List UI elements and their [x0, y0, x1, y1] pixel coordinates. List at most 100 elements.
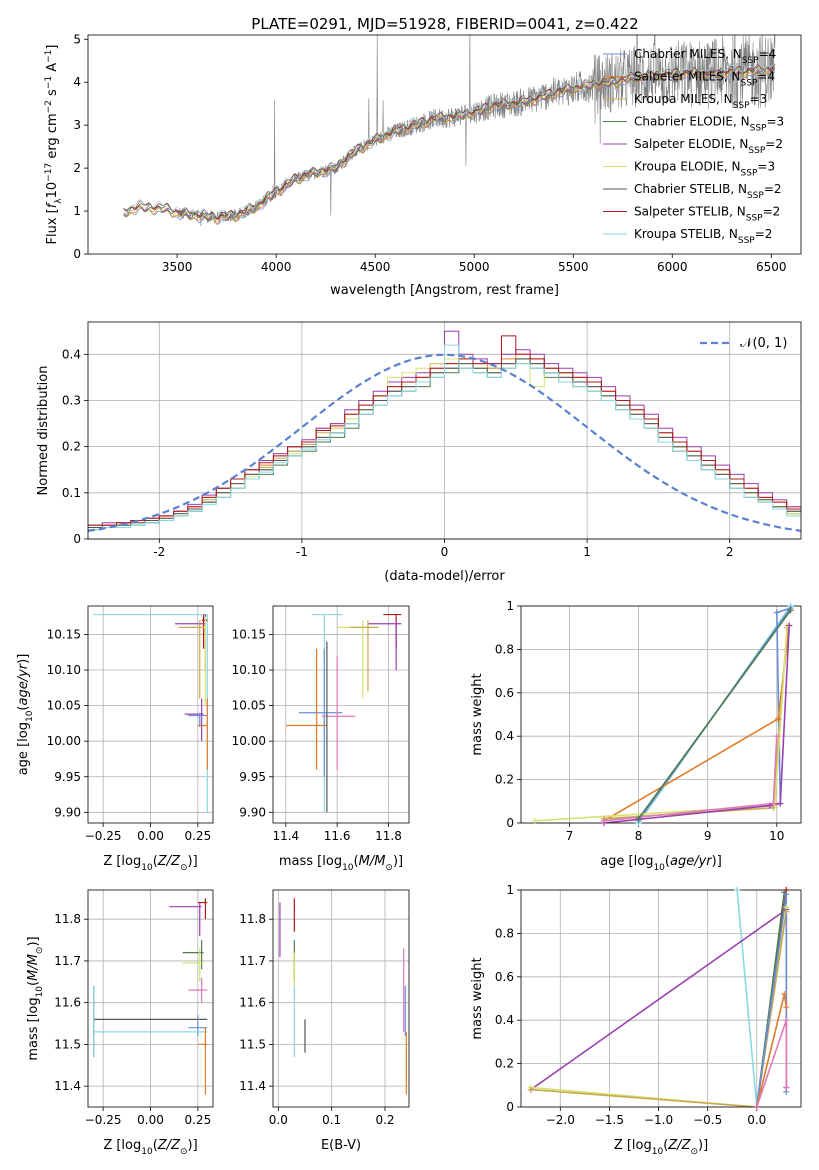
- x-tick-label: 0.00: [137, 829, 164, 843]
- label-part: 10: [45, 182, 60, 199]
- axes-frame: [272, 889, 410, 1108]
- x-tick-label: 0.1: [322, 1113, 341, 1127]
- x-tick-label: 0.00: [137, 1113, 164, 1127]
- label-part: age [log: [600, 854, 653, 869]
- y-tick-label: 10.10: [47, 663, 81, 677]
- weight-marker: [600, 817, 607, 824]
- y-tick-label: 10.15: [47, 627, 81, 641]
- legend-entry: Salpeter STELIB, NSSP=2: [634, 205, 780, 224]
- label-part: 10: [342, 863, 354, 873]
- x-axis-label: E(B-V): [321, 1138, 361, 1153]
- label-part: =2: [765, 137, 783, 151]
- x-axis-label: Z [log10(Z/Z⊙)]: [103, 854, 197, 873]
- weight-marker: [770, 800, 777, 807]
- chart-weight-vs-Z: −2.0 −1.5 −1.0 −0.5 0.0 0 0.2 0.4 0.6 0.8 1 Z [log1…: [470, 883, 802, 1157]
- label-part: Z/Z: [667, 1138, 691, 1153]
- label-part: SSP: [747, 191, 764, 201]
- label-part: mass weight: [470, 957, 485, 1039]
- plot-area: [530, 890, 788, 1107]
- weight-marker: [783, 891, 790, 898]
- x-tick-label: 9: [704, 829, 712, 843]
- x-tick-label: 11.8: [375, 829, 402, 843]
- y-tick-label: 0.2: [62, 440, 81, 454]
- label-part: SSP: [746, 214, 763, 224]
- x-tick-label: 6000: [657, 260, 688, 274]
- x-tick-label: 11.4: [272, 829, 299, 843]
- y-tick-label: 11.7: [239, 954, 266, 968]
- axes-frame: [87, 889, 214, 1108]
- label-part: ⊙: [35, 947, 45, 955]
- y-tick-label: 11.6: [239, 996, 266, 1010]
- label-part: age [log: [16, 722, 31, 775]
- x-axis-label: age [log10(age/yr)]: [600, 854, 722, 873]
- label-part: M/M: [359, 854, 386, 869]
- x-tick-label: −0.5: [693, 1113, 722, 1127]
- x-tick-label: −1.0: [644, 1113, 673, 1127]
- x-tick-label: 10: [769, 829, 784, 843]
- y-tick-label: 0.8: [495, 642, 514, 656]
- label-part: wavelength [Angstrom, rest frame]: [330, 283, 559, 298]
- axes-frame: [87, 605, 214, 824]
- label-part: −2: [44, 100, 54, 113]
- label-part: )]: [188, 1138, 198, 1153]
- weight-line: [637, 609, 792, 820]
- label-part: )]: [393, 854, 403, 869]
- plot-area: [534, 606, 793, 823]
- label-part: )]: [26, 936, 41, 946]
- label-part: s: [45, 89, 60, 100]
- legend-entry: Kroupa ELODIE, NSSP=3: [634, 160, 775, 179]
- label-part: )]: [698, 1138, 708, 1153]
- label-part: (: [665, 854, 670, 869]
- y-tick-label: 4: [73, 75, 81, 89]
- y-tick-label: 11.8: [239, 912, 266, 926]
- y-tick-label: 0: [506, 816, 514, 830]
- y-tick-label: 11.8: [54, 912, 81, 926]
- legend-entry: Chabrier MILES, NSSP=4: [634, 47, 776, 66]
- x-tick-label: 4500: [360, 260, 391, 274]
- label-part: 10: [141, 863, 153, 873]
- label-part: mass [log: [279, 854, 342, 869]
- y-axis-label: Normed distribution: [36, 366, 51, 496]
- label-part: 10: [25, 710, 35, 722]
- y-tick-label: 10.05: [47, 699, 81, 713]
- x-tick-label: 8: [635, 829, 643, 843]
- x-tick-label: 5500: [558, 260, 589, 274]
- label-part: Z [log: [103, 854, 141, 869]
- axes-frame: [87, 34, 802, 255]
- plot-area: [93, 613, 208, 813]
- label-part: =3: [766, 115, 784, 129]
- legend-entry: Salpeter ELODIE, NSSP=2: [634, 137, 783, 156]
- legend-entry: Salpeter MILES, NSSP=4: [634, 70, 775, 89]
- weight-marker: [531, 817, 538, 824]
- x-tick-label: −0.25: [85, 829, 122, 843]
- chart-residuals: -2 -1 0 1 2 0 0.1 0.2 0.3 0.4 𝒩(0, 1) (data-model)/…: [36, 321, 802, 584]
- weight-line: [603, 625, 790, 822]
- y-tick-label: 0: [506, 1100, 514, 1114]
- weight-marker: [777, 800, 784, 807]
- weight-marker: [783, 908, 790, 915]
- chart-spectrum: 3500 4000 4500 5000 5500 6000 6500 0 1 2 3 4 5 Chabri…: [44, 32, 802, 298]
- label-part: age/yr: [670, 854, 713, 869]
- model-spectrum-line: [123, 62, 776, 217]
- label-part: SSP: [742, 56, 759, 66]
- x-tick-label: 0.25: [184, 1113, 211, 1127]
- x-tick-label: 5000: [459, 260, 490, 274]
- label-part: Salpeter ELODIE, N: [634, 137, 748, 151]
- y-tick-label: 0.4: [495, 729, 514, 743]
- y-tick-label: 9.90: [54, 805, 81, 819]
- label-part: Z/Z: [157, 1138, 181, 1153]
- plot-area: [88, 330, 801, 532]
- y-tick-label: 0.2: [495, 1057, 514, 1071]
- label-part: ⊙: [180, 1147, 188, 1157]
- weight-marker: [753, 1104, 760, 1110]
- label-part: Chabrier MILES, N: [634, 47, 742, 61]
- label-part: 10: [653, 863, 665, 873]
- x-tick-label: 6500: [756, 260, 787, 274]
- y-tick-label: 10.10: [232, 663, 266, 677]
- y-tick-label: 0.8: [495, 926, 514, 940]
- weight-marker: [783, 1004, 790, 1011]
- y-axis-label: age [log10(age/yr)]: [16, 654, 35, 776]
- y-tick-label: 10.15: [232, 627, 266, 641]
- label-part: Flux [: [45, 208, 60, 244]
